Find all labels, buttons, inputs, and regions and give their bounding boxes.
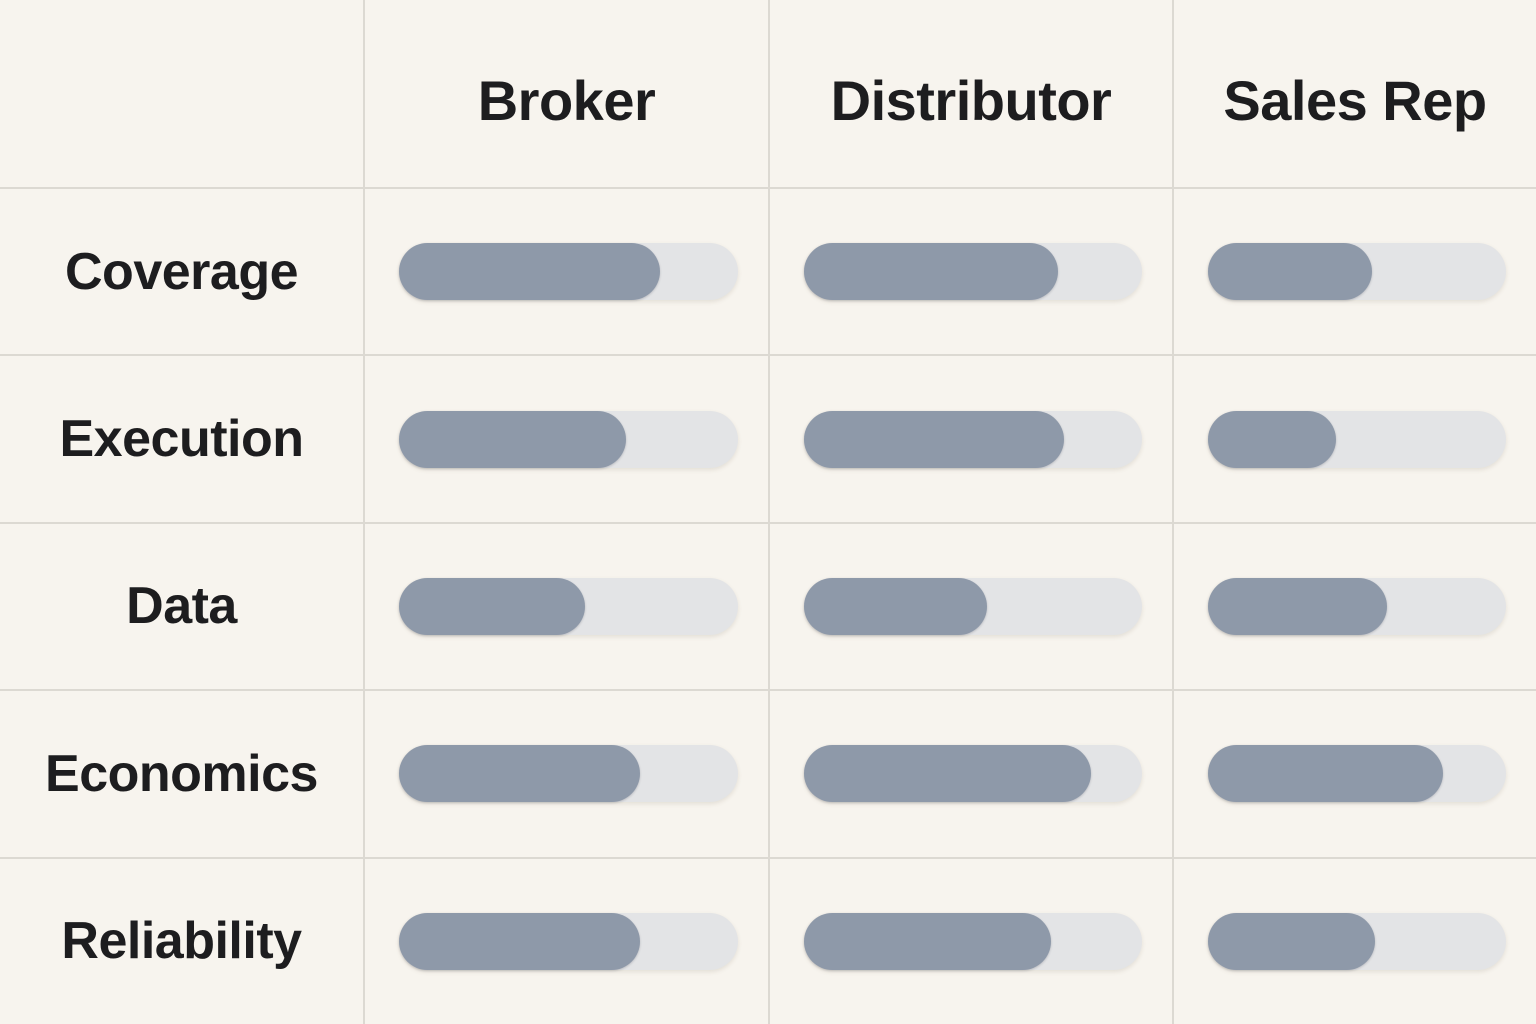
cell-execution-sales-rep xyxy=(1172,354,1536,522)
rating-bar-fill xyxy=(399,577,586,635)
column-header-distributor: Distributor xyxy=(768,0,1172,187)
row-label-data: Data xyxy=(0,521,363,689)
rating-bar-track xyxy=(1208,410,1506,468)
rating-bar-track xyxy=(1208,745,1506,803)
row-label-text: Reliability xyxy=(61,912,302,971)
rating-bar-track xyxy=(399,410,738,468)
rating-bar-fill xyxy=(804,243,1058,301)
rating-bar-fill xyxy=(1208,577,1387,635)
cell-coverage-distributor xyxy=(768,187,1172,355)
rating-bar-fill xyxy=(1208,912,1375,970)
row-label-text: Data xyxy=(126,577,237,636)
rating-bar-track xyxy=(399,243,738,301)
cell-coverage-sales-rep xyxy=(1172,187,1536,355)
rating-bar-fill xyxy=(804,745,1092,803)
rating-bar-track xyxy=(804,577,1142,635)
rating-bar-fill xyxy=(804,577,987,635)
rating-bar-fill xyxy=(399,745,640,803)
cell-economics-broker xyxy=(363,689,768,857)
rating-bar-fill xyxy=(804,410,1065,468)
rating-bar-track xyxy=(804,410,1142,468)
row-label-execution: Execution xyxy=(0,354,363,521)
rating-bar-fill xyxy=(399,912,640,970)
rating-bar-track xyxy=(399,745,738,803)
row-label-economics: Economics xyxy=(0,689,363,856)
row-label-reliability: Reliability xyxy=(0,856,363,1024)
rating-bar-fill xyxy=(1208,745,1444,803)
row-label-text: Coverage xyxy=(65,242,299,301)
column-header-label: Sales Rep xyxy=(1223,69,1487,132)
rating-bar-track xyxy=(399,577,738,635)
cell-reliability-distributor xyxy=(768,856,1172,1024)
column-header-label: Distributor xyxy=(830,69,1112,132)
rating-bar-track xyxy=(1208,912,1506,970)
rating-bar-fill xyxy=(399,410,627,468)
cell-reliability-broker xyxy=(363,856,768,1024)
cell-data-distributor xyxy=(768,521,1172,690)
rating-bar-fill xyxy=(804,912,1051,970)
rating-bar-track xyxy=(1208,243,1506,301)
corner-cell xyxy=(0,0,363,187)
row-label-text: Execution xyxy=(59,410,305,469)
cell-reliability-sales-rep xyxy=(1172,856,1536,1024)
column-header-label: Broker xyxy=(477,69,656,132)
cell-execution-distributor xyxy=(768,354,1172,522)
rating-bar-fill xyxy=(1208,410,1337,468)
cell-coverage-broker xyxy=(363,187,768,355)
row-label-text: Economics xyxy=(45,744,318,803)
rating-bar-track xyxy=(1208,577,1506,635)
rating-bar-track xyxy=(804,912,1142,970)
rating-bar-track xyxy=(804,243,1142,301)
column-header-sales-rep: Sales Rep xyxy=(1172,0,1536,187)
cell-execution-broker xyxy=(363,354,768,522)
row-label-coverage: Coverage xyxy=(0,187,363,354)
rating-bar-fill xyxy=(399,243,661,301)
rating-bar-fill xyxy=(1208,243,1372,301)
column-header-broker: Broker xyxy=(363,0,768,187)
rating-bar-track xyxy=(399,912,738,970)
rating-bar-track xyxy=(804,745,1142,803)
cell-data-sales-rep xyxy=(1172,521,1536,690)
cell-economics-distributor xyxy=(768,689,1172,857)
cell-data-broker xyxy=(363,521,768,690)
cell-economics-sales-rep xyxy=(1172,689,1536,857)
